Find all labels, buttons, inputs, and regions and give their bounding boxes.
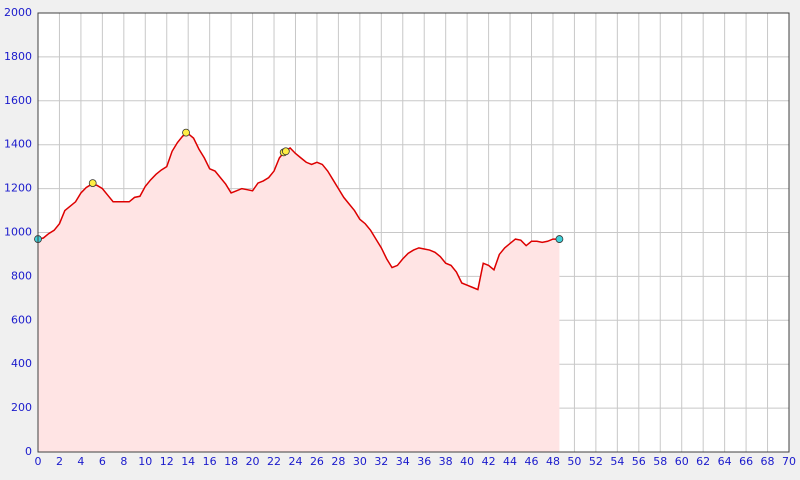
x-tick-label: 64 xyxy=(718,455,732,468)
x-tick-label: 12 xyxy=(160,455,174,468)
x-tick-label: 48 xyxy=(546,455,560,468)
y-tick-label: 1400 xyxy=(4,138,32,151)
x-tick-label: 6 xyxy=(99,455,106,468)
marker xyxy=(555,235,564,243)
x-tick-label: 70 xyxy=(782,455,796,468)
x-tick-label: 44 xyxy=(503,455,517,468)
x-tick-label: 10 xyxy=(138,455,152,468)
y-tick-label: 200 xyxy=(11,401,32,414)
x-tick-label: 60 xyxy=(675,455,689,468)
y-tick-label: 1800 xyxy=(4,50,32,63)
x-tick-label: 52 xyxy=(589,455,603,468)
y-tick-label: 1000 xyxy=(4,226,32,239)
x-tick-label: 2 xyxy=(56,455,63,468)
x-tick-label: 54 xyxy=(610,455,624,468)
y-tick-label: 400 xyxy=(11,357,32,370)
y-tick-label: 0 xyxy=(25,445,32,458)
marker xyxy=(182,128,190,137)
x-tick-label: 8 xyxy=(120,455,127,468)
x-tick-label: 22 xyxy=(267,455,281,468)
x-tick-label: 68 xyxy=(761,455,775,468)
marks xyxy=(34,128,564,453)
x-tick-label: 58 xyxy=(653,455,667,468)
area xyxy=(38,133,560,453)
x-tick-label: 4 xyxy=(77,455,84,468)
y-tick-label: 2000 xyxy=(4,6,32,19)
x-tick-label: 50 xyxy=(567,455,581,468)
x-tick-label: 62 xyxy=(696,455,710,468)
x-tick-label: 38 xyxy=(439,455,453,468)
y-tick-label: 800 xyxy=(11,269,32,282)
x-tick-label: 32 xyxy=(374,455,388,468)
x-tick-label: 14 xyxy=(181,455,195,468)
marker xyxy=(281,147,290,156)
y-tick-label: 1600 xyxy=(4,94,32,107)
x-tick-label: 42 xyxy=(482,455,496,468)
marker xyxy=(88,179,97,188)
x-tick-label: 66 xyxy=(739,455,753,468)
x-tick-label: 24 xyxy=(288,455,302,468)
y-tick-label: 600 xyxy=(11,313,32,326)
plot-border xyxy=(37,12,790,453)
x-tick-label: 36 xyxy=(417,455,431,468)
x-tick-label: 18 xyxy=(224,455,238,468)
x-tick-label: 26 xyxy=(310,455,324,468)
x-tick-label: 20 xyxy=(246,455,260,468)
x-tick-label: 28 xyxy=(331,455,345,468)
line xyxy=(37,132,560,291)
x-tick-label: 16 xyxy=(203,455,217,468)
x-tick-label: 40 xyxy=(460,455,474,468)
x-tick-label: 0 xyxy=(35,455,42,468)
y-tick-label: 1200 xyxy=(4,182,32,195)
x-tick-label: 56 xyxy=(632,455,646,468)
x-tick-label: 30 xyxy=(353,455,367,468)
x-tick-label: 34 xyxy=(396,455,410,468)
x-tick-label: 46 xyxy=(525,455,539,468)
